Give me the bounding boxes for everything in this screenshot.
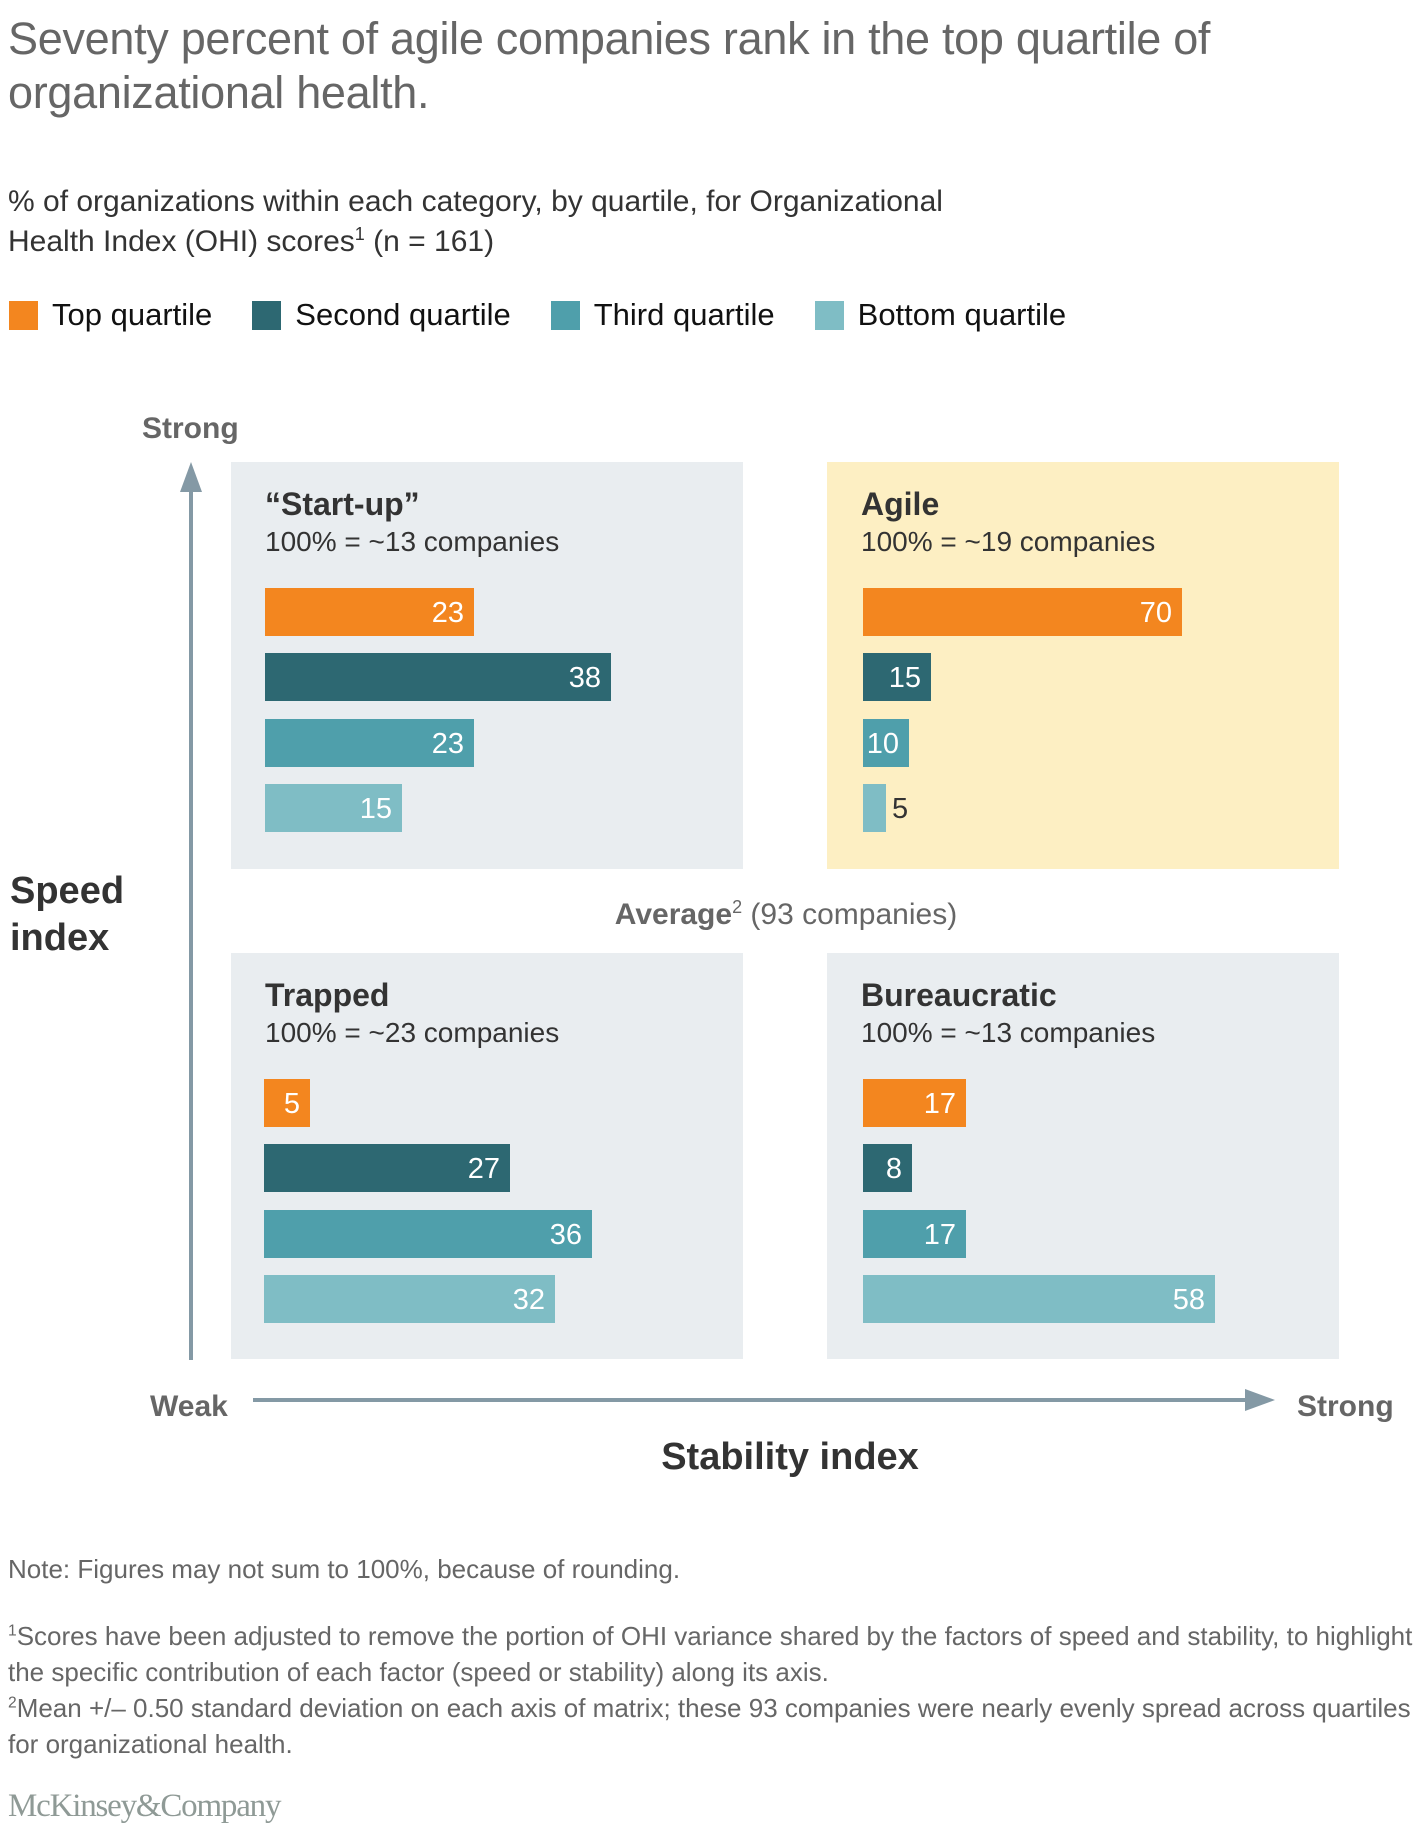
bar-value-label: 8 [885, 1153, 902, 1185]
bar-second-quartile [264, 1144, 510, 1192]
legend-label: Bottom quartile [857, 297, 1067, 332]
bar-value-label: 17 [923, 1219, 956, 1251]
bar-top-quartile [265, 588, 474, 636]
bar-top-quartile [863, 1079, 966, 1127]
bar-value-label: 23 [431, 728, 464, 760]
bar-value-label: 38 [568, 662, 601, 694]
bar-value-label: 5 [892, 793, 909, 825]
footnote-1-marker: 1 [8, 1622, 17, 1640]
bar-bottom-quartile [265, 784, 402, 832]
average-count: (93 companies) [742, 898, 958, 931]
footnote-1: 1Scores have been adjusted to remove the… [8, 1618, 1413, 1690]
bar-value-label: 58 [1172, 1284, 1205, 1316]
mckinsey-logo: McKinsey&Company [8, 1788, 281, 1824]
legend-swatch [252, 300, 282, 330]
legend-swatch [9, 300, 38, 330]
footnote-2: 2Mean +/– 0.50 standard deviation on eac… [8, 1690, 1413, 1762]
bar-third-quartile [265, 719, 474, 767]
stability-axis-arrow-icon [1245, 1389, 1275, 1411]
note-text: Note: Figures may not sum to 100%, becau… [8, 1554, 681, 1584]
panel-base: 100% = ~13 companies [265, 526, 560, 557]
speed-index-label: Speed index [10, 868, 150, 962]
panel-title: Bureaucratic [861, 977, 1057, 1013]
footnotes: 1Scores have been adjusted to remove the… [8, 1618, 1413, 1762]
bar-value-label: 15 [359, 793, 392, 825]
chart-subtitle-line-1: % of organizations within each category,… [8, 185, 943, 218]
bar-value-label: 15 [888, 662, 921, 694]
legend-label: Top quartile [52, 297, 213, 332]
bar-top-quartile [863, 588, 1182, 636]
bar-third-quartile [863, 719, 909, 767]
chart-subtitle-line-2: Health Index (OHI) scores1 (n = 161) [8, 222, 1108, 262]
legend-label: Second quartile [295, 297, 511, 332]
legend-item-bottom-quartile: Bottom quartile [814, 297, 1067, 332]
bar-value-label: 36 [549, 1219, 582, 1251]
legend: Top quartile Second quartile Third quart… [9, 297, 1106, 332]
bar-bottom-quartile [863, 784, 886, 832]
subtitle-sample-size: (n = 161) [364, 225, 495, 258]
legend-item-top-quartile: Top quartile [9, 297, 213, 332]
panel-start-up: “Start-up” 100% = ~13 companies 23 38 23 15 [231, 462, 743, 869]
panel-bureaucratic: Bureaucratic 100% = ~13 companies 17 8 17 5… [827, 953, 1339, 1359]
average-label-bold: Average [614, 898, 733, 931]
stability-axis-weak-label: Weak [150, 1390, 228, 1423]
panel-trapped: Trapped 100% = ~23 companies 5 27 36 32 [231, 953, 743, 1359]
bar-bottom-quartile [264, 1275, 555, 1323]
panel-base: 100% = ~23 companies [265, 1017, 560, 1048]
footnote-ref-1: 1 [354, 224, 365, 244]
chart-title: Seventy percent of agile companies rank … [8, 12, 1408, 120]
bar-second-quartile [863, 1144, 912, 1192]
footnote-2-text: Mean +/– 0.50 standard deviation on each… [8, 1693, 1411, 1759]
legend-swatch [814, 300, 844, 330]
bar-value-label: 27 [467, 1153, 500, 1185]
panel-agile: Agile 100% = ~19 companies 70 15 10 5 [827, 462, 1339, 869]
panel-base: 100% = ~13 companies [861, 1017, 1156, 1048]
speed-axis-arrow-icon [180, 462, 202, 492]
panel-title: Agile [861, 486, 940, 522]
stability-axis-strong-label: Strong [1297, 1390, 1394, 1423]
footnote-ref-2: 2 [732, 897, 743, 917]
chart-subtitle: % of organizations within each category,… [8, 182, 1108, 262]
legend-swatch [550, 300, 580, 330]
speed-axis-strong-label: Strong [142, 412, 239, 445]
footnote-2-marker: 2 [8, 1694, 17, 1712]
bar-second-quartile [863, 653, 931, 701]
bar-value-label: 32 [512, 1284, 545, 1316]
chart-title-line-2: organizational health. [8, 67, 430, 118]
bar-third-quartile [863, 1210, 966, 1258]
legend-item-third-quartile: Third quartile [550, 297, 775, 332]
legend-label: Third quartile [593, 297, 775, 332]
panel-base: 100% = ~19 companies [861, 526, 1156, 557]
bar-value-label: 23 [431, 597, 464, 629]
panel-title: “Start-up” [265, 486, 420, 522]
bar-value-label: 5 [283, 1088, 300, 1120]
bar-bottom-quartile [863, 1275, 1215, 1323]
chart-title-line-1: Seventy percent of agile companies rank … [8, 13, 1211, 64]
bar-third-quartile [264, 1210, 592, 1258]
panel-title: Trapped [265, 977, 390, 1013]
legend-item-second-quartile: Second quartile [252, 297, 511, 332]
bar-value-label: 17 [923, 1088, 956, 1120]
bar-second-quartile [265, 653, 611, 701]
bar-value-label: 70 [1139, 597, 1172, 629]
average-label: Average2 (93 companies) [0, 898, 1417, 932]
subtitle-text: Health Index (OHI) scores [8, 225, 355, 258]
speed-index-label-text: Speed index [10, 870, 125, 959]
bar-value-label: 10 [866, 728, 899, 760]
footnote-1-text: Scores have been adjusted to remove the … [8, 1621, 1413, 1687]
bar-top-quartile [264, 1079, 310, 1127]
stability-index-label: Stability index [661, 1436, 919, 1478]
